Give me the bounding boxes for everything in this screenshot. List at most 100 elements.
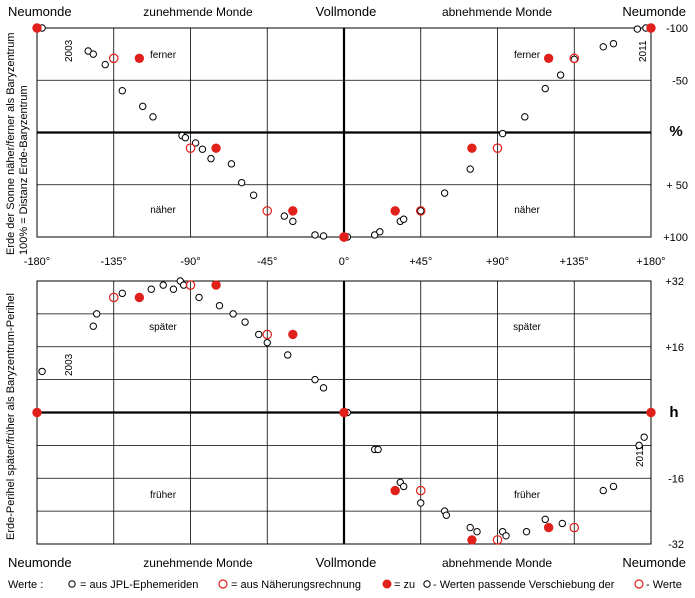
- bottom-jpl-point: [263, 338, 271, 347]
- bottom-jpl-point: [374, 445, 382, 454]
- bottom-y-tick-label: +32: [665, 276, 684, 288]
- bottom-jpl-point: [255, 330, 263, 339]
- top-jpl-point: [280, 212, 289, 220]
- phase-label-waning-bottom: abnehmende Monde: [442, 556, 552, 570]
- top-jpl-point: [417, 207, 425, 215]
- x-tick-label: +90°: [486, 256, 509, 268]
- top-jpl-point: [466, 165, 474, 173]
- phase-label-left-top: Neumonde: [8, 4, 72, 19]
- phase-label-right-bottom: Neumonde: [622, 555, 686, 570]
- top-shift-point: [646, 23, 656, 33]
- legend-shift-label-b: - Werten passende Verschiebung der: [433, 579, 615, 591]
- top-approx-point: [569, 53, 580, 64]
- phase-label-left-bottom: Neumonde: [8, 555, 72, 570]
- bottom-jpl-point: [147, 285, 155, 293]
- bottom-jpl-point: [118, 289, 126, 298]
- bottom-jpl-point: [640, 433, 648, 441]
- x-tick-label: 0°: [339, 256, 350, 268]
- legend-approx-marker: [218, 579, 228, 589]
- top-jpl-point: [609, 39, 618, 48]
- top-approx-point: [492, 143, 503, 153]
- legend-approx-label: = aus Näherungsrechnung: [231, 579, 361, 591]
- top-ylabel-line2: 100% = Distanz Erde-Baryzentrum: [18, 85, 30, 255]
- bottom-jpl-point: [399, 482, 408, 491]
- top-region-label-upper-left: ferner: [150, 50, 177, 61]
- top-shift-point: [467, 143, 477, 153]
- x-tick-label: -45°: [257, 256, 277, 268]
- top-jpl-point: [599, 43, 607, 51]
- top-jpl-point: [249, 191, 258, 199]
- top-ylabel-line1: Erde der Sonne näher/ferner als Baryzent…: [5, 32, 17, 255]
- bottom-jpl-point: [169, 285, 178, 293]
- bottom-year-end: 2011: [635, 445, 646, 467]
- x-tick-label: -180°: [24, 256, 50, 268]
- legend-jpl-label: = aus JPL-Ephemeriden: [80, 579, 198, 591]
- top-jpl-point: [191, 139, 200, 147]
- bottom-jpl-point: [241, 318, 249, 326]
- top-jpl-point: [556, 71, 565, 79]
- bottom-jpl-point: [417, 499, 425, 507]
- bottom-jpl-point: [502, 532, 510, 540]
- bottom-shift-point: [32, 407, 42, 418]
- top-shift-point: [211, 143, 221, 153]
- bottom-jpl-point: [473, 527, 481, 536]
- legend-shift-marker: [382, 579, 392, 589]
- phase-label-waxing-bottom: zunehmende Monde: [143, 556, 253, 570]
- bottom-jpl-point: [609, 482, 618, 491]
- top-jpl-point: [89, 50, 97, 58]
- bottom-approx-point: [262, 329, 273, 340]
- bottom-shift-point: [390, 485, 400, 496]
- bottom-shift-point: [646, 407, 656, 418]
- x-tick-label: +45°: [409, 256, 432, 268]
- top-jpl-point: [237, 178, 246, 187]
- bottom-approx-point: [185, 280, 196, 290]
- top-y-tick-label: -100: [666, 23, 688, 35]
- bottom-jpl-point: [284, 351, 292, 359]
- phase-label-waning-top: abnehmende Monde: [442, 5, 552, 19]
- bottom-jpl-point: [159, 281, 167, 289]
- top-region-label-lower-right: näher: [514, 205, 540, 216]
- top-y-tick-label: +100: [663, 232, 688, 244]
- top-jpl-point: [207, 154, 215, 163]
- bottom-year-start: 2003: [64, 353, 75, 376]
- bottom-shift-point: [543, 522, 554, 533]
- bottom-shift-point: [339, 407, 349, 418]
- data-points: [32, 23, 656, 545]
- bottom-approx-point: [492, 535, 503, 545]
- bottom-jpl-point: [599, 486, 607, 495]
- bottom-region-label-upper-right: später: [513, 322, 541, 333]
- axis-ticks: -180° -135° -90° -45° 0° +45° +90° +135° +180° -1…: [24, 23, 688, 551]
- bottom-jpl-point: [311, 375, 319, 384]
- top-jpl-point: [633, 25, 642, 33]
- top-year-end: 2011: [638, 40, 649, 62]
- x-tick-label: +135°: [560, 256, 589, 268]
- bottom-jpl-point: [541, 515, 549, 524]
- bottom-jpl-point: [319, 384, 328, 392]
- legend-jpl-marker: [68, 580, 76, 588]
- bottom-jpl-point: [89, 322, 97, 330]
- x-tick-label: -90°: [180, 256, 200, 268]
- bottom-unit-label: h: [669, 404, 678, 421]
- top-region-label-upper-right: ferner: [514, 50, 541, 61]
- top-y-tick-label: -50: [672, 75, 688, 87]
- top-year-start: 2003: [64, 39, 75, 62]
- phase-label-right-top: Neumonde: [622, 4, 686, 19]
- legend-shift-label-a: = zu: [394, 579, 415, 591]
- top-approx-point: [185, 143, 196, 153]
- legend-shift-approx-marker: [634, 579, 644, 589]
- phase-label-waxing-top: zunehmende Monde: [143, 5, 253, 19]
- top-jpl-point: [101, 60, 109, 69]
- bottom-approx-point: [569, 522, 580, 533]
- top-approx-point: [415, 206, 426, 216]
- bottom-jpl-point: [522, 527, 531, 536]
- bottom-shift-point: [134, 292, 145, 303]
- bottom-region-label-upper-left: später: [149, 322, 177, 333]
- top-jpl-point: [498, 129, 507, 138]
- top-jpl-point: [118, 87, 126, 95]
- bottom-region-label-lower-left: früher: [150, 490, 177, 501]
- top-jpl-point: [376, 228, 384, 236]
- top-shift-point: [288, 206, 298, 216]
- top-jpl-point: [198, 145, 207, 153]
- top-shift-point: [134, 53, 145, 64]
